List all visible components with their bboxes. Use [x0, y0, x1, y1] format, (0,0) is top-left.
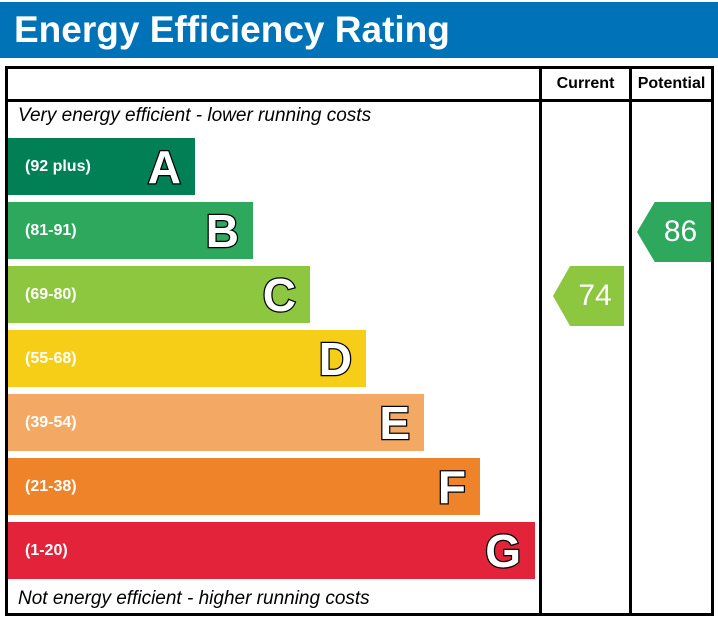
band-c-letter: C: [262, 268, 298, 321]
page-title: Energy Efficiency Rating: [14, 9, 450, 50]
current-rating-value: 74: [578, 279, 612, 312]
band-f-letter: F: [437, 460, 468, 513]
band-g-range: (1-20): [25, 542, 68, 559]
band-b-range: (81-91): [25, 222, 77, 239]
band-f: (21-38) F: [8, 458, 480, 515]
potential-rating-arrow: 86: [637, 202, 711, 262]
band-c-range: (69-80): [25, 286, 77, 303]
band-a: (92 plus) A: [8, 138, 195, 195]
column-header-potential: Potential: [637, 75, 706, 92]
band-f-range: (21-38): [25, 478, 77, 495]
band-a-range: (92 plus): [25, 158, 91, 175]
bottom-note: Not energy efficient - higher running co…: [18, 588, 370, 609]
band-d-range: (55-68): [25, 350, 77, 367]
column-divider-current: [539, 69, 542, 613]
band-g-letter: G: [484, 524, 522, 577]
band-d: (55-68) D: [8, 330, 366, 387]
band-e: (39-54) E: [8, 394, 424, 451]
current-rating-arrow: 74: [553, 266, 624, 326]
potential-rating-value: 86: [663, 215, 698, 248]
header-row-divider: [8, 99, 711, 102]
chart-frame: Current Potential Very energy efficient …: [5, 66, 714, 616]
column-divider-potential: [629, 69, 632, 613]
top-note: Very energy efficient - lower running co…: [18, 105, 372, 126]
band-c: (69-80) C: [8, 266, 310, 323]
band-b: (81-91) B: [8, 202, 253, 259]
title-bar: Energy Efficiency Rating: [0, 2, 718, 58]
band-e-letter: E: [378, 396, 411, 449]
band-b-letter: B: [205, 204, 241, 257]
column-header-current: Current: [556, 75, 615, 92]
band-d-letter: D: [318, 332, 354, 385]
band-a-letter: A: [147, 140, 183, 193]
band-e-range: (39-54): [25, 414, 77, 431]
band-g: (1-20) G: [8, 522, 535, 579]
